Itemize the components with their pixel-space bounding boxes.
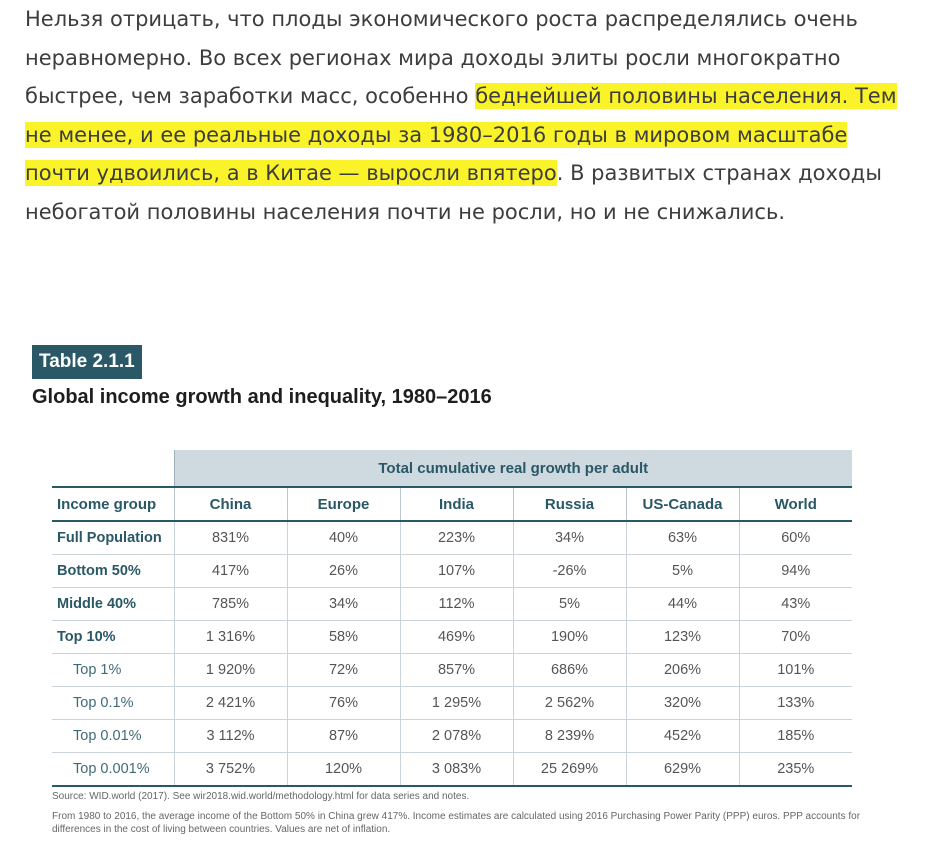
table-title: Global income growth and inequality, 198… <box>32 386 492 408</box>
table-cell: 5% <box>512 587 626 621</box>
column-header: China <box>173 486 287 522</box>
table-cell: 1 316% <box>173 620 287 654</box>
table-cell: 123% <box>625 620 739 654</box>
table-cell: 94% <box>738 554 852 588</box>
row-group-label: Top 0.1% <box>52 686 174 720</box>
row-group-label: Top 0.01% <box>52 719 174 753</box>
table-cell: 76% <box>286 686 400 720</box>
table-cell: 3 083% <box>399 752 513 787</box>
table-cell: 43% <box>738 587 852 621</box>
table-cell: 112% <box>399 587 513 621</box>
table-cell: 2 421% <box>173 686 287 720</box>
table-row: Top 0.001% 3 752% 120% 3 083% 25 269% 629% 235… <box>52 752 852 787</box>
table-cell: 58% <box>286 620 400 654</box>
table-cell: 34% <box>512 521 626 555</box>
row-group-label: Bottom 50% <box>52 554 174 588</box>
table-row: Middle 40% 785% 34% 112% 5% 44% 43% <box>52 587 852 621</box>
table-cell: 70% <box>738 620 852 654</box>
footnote: From 1980 to 2016, the average income of… <box>52 811 861 835</box>
table-cell: 60% <box>738 521 852 555</box>
row-group-label: Top 10% <box>52 620 174 654</box>
table-row: Top 1% 1 920% 72% 857% 686% 206% 101% <box>52 653 852 687</box>
table-cell: 831% <box>173 521 287 555</box>
table-cell: 629% <box>625 752 739 787</box>
table-cell: 686% <box>512 653 626 687</box>
table-cell: 223% <box>399 521 513 555</box>
column-header: World <box>738 486 852 522</box>
table-cell: 34% <box>286 587 400 621</box>
article-paragraph: Нельзя отрицать, что плоды экономическог… <box>25 0 915 232</box>
income-growth-table: Total cumulative real growth per adult I… <box>52 450 852 787</box>
table-cell: 44% <box>625 587 739 621</box>
row-group-label: Middle 40% <box>52 587 174 621</box>
column-header: Income group <box>52 486 174 522</box>
article-text-before: Нельзя отрицать, что плоды экономическог… <box>25 7 858 109</box>
table-cell: 133% <box>738 686 852 720</box>
table-row: Top 0.01% 3 112% 87% 2 078% 8 239% 452% 185% <box>52 719 852 753</box>
table-cell: 235% <box>738 752 852 787</box>
table-cell: 1 295% <box>399 686 513 720</box>
column-header: Europe <box>286 486 400 522</box>
table-cell: 206% <box>625 653 739 687</box>
article-text-after: . В развитых странах доходы небогатой по… <box>25 161 882 224</box>
table-cell: 25 269% <box>512 752 626 787</box>
table-cell: 857% <box>399 653 513 687</box>
column-header: India <box>399 486 513 522</box>
table-cell: 72% <box>286 653 400 687</box>
table-cell: 320% <box>625 686 739 720</box>
table-row: Full Population 831% 40% 223% 34% 63% 60% <box>52 521 852 555</box>
table-row: Bottom 50% 417% 26% 107% -26% 5% 94% <box>52 554 852 588</box>
span-header: Total cumulative real growth per adult <box>173 450 852 487</box>
source-note: Source: WID.world (2017). See wir2018.wi… <box>52 791 470 802</box>
table-cell: -26% <box>512 554 626 588</box>
table-cell: 26% <box>286 554 400 588</box>
table-cell: 5% <box>625 554 739 588</box>
blank-header-cell <box>52 450 174 487</box>
table-row: Top 10% 1 316% 58% 469% 190% 123% 70% <box>52 620 852 654</box>
table-label: Table 2.1.1 <box>32 345 142 379</box>
row-group-label: Top 1% <box>52 653 174 687</box>
table-cell: 469% <box>399 620 513 654</box>
table-cell: 3 112% <box>173 719 287 753</box>
column-header-row: Income group China Europe India Russia U… <box>52 486 852 522</box>
table-row: Top 0.1% 2 421% 76% 1 295% 2 562% 320% 133% <box>52 686 852 720</box>
table-cell: 63% <box>625 521 739 555</box>
table-cell: 101% <box>738 653 852 687</box>
table-cell: 2 078% <box>399 719 513 753</box>
table-cell: 190% <box>512 620 626 654</box>
table-cell: 2 562% <box>512 686 626 720</box>
row-group-label: Full Population <box>52 521 174 555</box>
table-cell: 3 752% <box>173 752 287 787</box>
table-cell: 120% <box>286 752 400 787</box>
table-cell: 417% <box>173 554 287 588</box>
row-group-label: Top 0.001% <box>52 752 174 787</box>
column-header: Russia <box>512 486 626 522</box>
table-cell: 87% <box>286 719 400 753</box>
table-cell: 40% <box>286 521 400 555</box>
table-cell: 185% <box>738 719 852 753</box>
table-cell: 107% <box>399 554 513 588</box>
table-figure: Table 2.1.1 Global income growth and ine… <box>32 345 902 846</box>
table-cell: 1 920% <box>173 653 287 687</box>
table-cell: 452% <box>625 719 739 753</box>
column-header: US-Canada <box>625 486 739 522</box>
table-cell: 785% <box>173 587 287 621</box>
article-text: Нельзя отрицать, что плоды экономическог… <box>25 0 915 232</box>
table-cell: 8 239% <box>512 719 626 753</box>
